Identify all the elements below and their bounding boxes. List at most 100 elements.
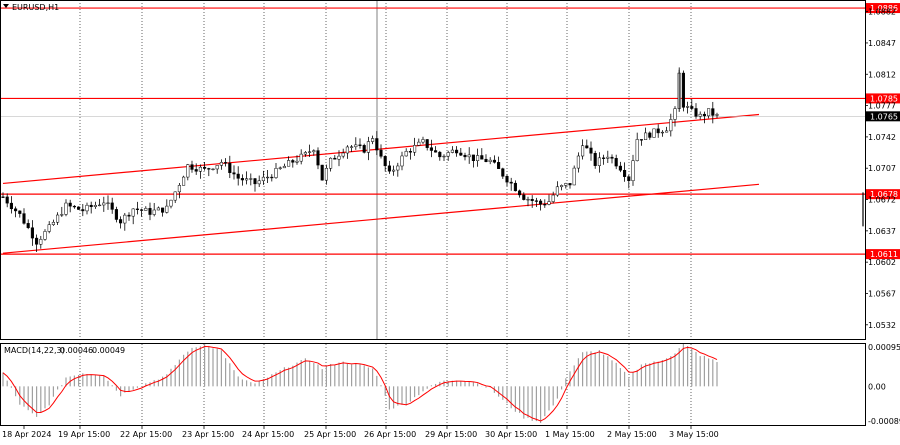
candle-body	[60, 214, 64, 216]
candle-body	[102, 202, 106, 206]
x-tick-label: 19 Apr 15:00	[58, 430, 110, 439]
candle-body	[198, 166, 202, 172]
y-tick-label: 1.0637	[868, 227, 896, 236]
candle-body	[459, 152, 463, 156]
macd-signal-line	[2, 345, 718, 422]
candle-body	[333, 157, 337, 160]
candle-body	[631, 160, 635, 182]
candle-body	[660, 131, 664, 134]
candle-body	[77, 206, 81, 210]
candle-body	[106, 202, 110, 204]
candle-body	[690, 106, 694, 109]
candle-body	[543, 204, 547, 206]
candle-body	[182, 176, 186, 186]
candle-body	[161, 207, 165, 213]
candle-body	[589, 147, 593, 154]
candle-body	[715, 114, 719, 116]
candle-body	[110, 202, 114, 210]
candle-body	[530, 199, 534, 201]
candle-body	[312, 150, 316, 153]
candle-body	[215, 165, 219, 170]
level-label: 1.0785	[870, 94, 898, 103]
candle-body	[597, 157, 601, 166]
candle-body	[702, 113, 706, 117]
candle-body	[602, 157, 606, 159]
candle-body	[291, 160, 295, 163]
y-tick-label: 1.0742	[868, 133, 896, 142]
candle-body	[165, 205, 169, 213]
y-tick-label: 1.0707	[868, 164, 896, 173]
candle-body	[358, 144, 362, 146]
candle-body	[14, 208, 18, 212]
candle-body	[169, 199, 173, 207]
triangle-down-icon[interactable]	[3, 4, 9, 8]
y-tick-label: 1.0672	[868, 196, 896, 205]
candle-body	[194, 169, 198, 172]
candle-body	[68, 202, 72, 207]
candle-body	[618, 165, 622, 171]
candle-body	[383, 156, 387, 167]
candle-body	[43, 231, 47, 240]
x-tick-label: 22 Apr 15:00	[120, 430, 172, 439]
x-tick-label: 18 Apr 2024	[2, 430, 51, 439]
candle-body	[203, 166, 207, 169]
candle-body	[442, 155, 446, 158]
candle-body	[224, 162, 228, 164]
candle-body	[560, 185, 564, 188]
y-tick-label: 1.0567	[868, 289, 896, 298]
candle-body	[497, 162, 501, 169]
x-tick-label: 1 May 15:00	[545, 430, 595, 439]
candle-body	[471, 154, 475, 162]
candle-body	[303, 152, 307, 155]
macd-y-tick-label: 0.00095	[868, 343, 900, 352]
candle-body	[455, 149, 459, 154]
candle-body	[375, 138, 379, 151]
candle-body	[22, 213, 26, 224]
candle-body	[711, 108, 715, 116]
candle-body	[585, 145, 589, 149]
candle-body	[396, 165, 400, 171]
candle-body	[282, 165, 286, 169]
candle-body	[316, 150, 320, 166]
candle-body	[56, 214, 60, 223]
candle-body	[270, 176, 274, 179]
candle-body	[219, 162, 223, 166]
candle-body	[606, 156, 610, 159]
candle-body	[576, 155, 580, 169]
candle-body	[173, 191, 177, 201]
candle-body	[39, 239, 43, 245]
x-tick-label: 2 May 15:00	[607, 430, 657, 439]
candle-body	[648, 132, 652, 138]
candle-body	[581, 145, 585, 157]
candle-body	[119, 219, 123, 224]
y-tick-label: 1.0777	[868, 102, 896, 111]
current-price-label: 1.0765	[870, 112, 898, 121]
candle-body	[404, 151, 408, 157]
candle-body	[341, 152, 345, 157]
x-tick-label: 24 Apr 15:00	[242, 430, 294, 439]
candle-body	[488, 159, 492, 162]
candle-body	[253, 178, 257, 185]
y-tick-label: 1.0812	[868, 70, 896, 79]
candle-body	[547, 201, 551, 205]
candle-body	[274, 168, 278, 178]
candle-body	[555, 186, 559, 196]
x-tick-label: 25 Apr 15:00	[304, 430, 356, 439]
candle-body	[534, 200, 538, 202]
candle-body	[51, 221, 55, 225]
macd-signal-value: 0.00049	[92, 346, 125, 355]
candle-body	[156, 207, 160, 211]
candle-body	[18, 210, 22, 214]
candle-body	[207, 168, 211, 170]
macd-y-tick-label: -0.00089	[868, 417, 900, 426]
candle-body	[400, 155, 404, 167]
candle-body	[572, 167, 576, 186]
candle-body	[64, 202, 68, 215]
channel-lower-line[interactable]	[2, 183, 760, 254]
candle-body	[476, 155, 480, 162]
candle-body	[93, 204, 97, 207]
candle-body	[698, 113, 702, 117]
candle-body	[72, 205, 76, 208]
